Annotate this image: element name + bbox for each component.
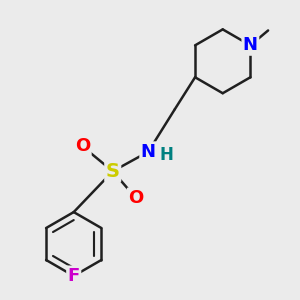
Text: F: F [68, 267, 80, 285]
Text: N: N [243, 36, 258, 54]
Text: O: O [75, 137, 90, 155]
Text: N: N [141, 143, 156, 161]
Text: S: S [106, 162, 120, 181]
Text: H: H [160, 146, 174, 164]
Text: O: O [128, 189, 143, 207]
